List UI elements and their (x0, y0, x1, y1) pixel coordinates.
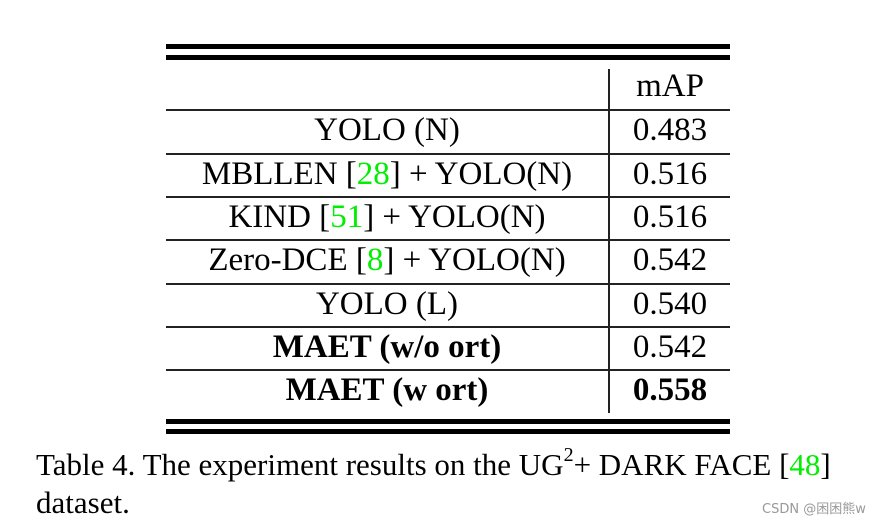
method-text: ] + YOLO(N) (389, 156, 573, 192)
method-text: YOLO (N) (314, 112, 460, 148)
citation-link[interactable]: 28 (356, 156, 390, 192)
caption-text: ] (820, 447, 831, 482)
row-divider (166, 196, 730, 198)
caption-text: + DARK FACE [ (573, 447, 790, 482)
map-value-best: 0.558 (632, 372, 708, 408)
watermark: CSDN @困困熊w (762, 502, 866, 517)
map-value: 0.483 (632, 112, 708, 148)
caption-superscript: 2 (563, 444, 574, 466)
bottom-rule-2 (166, 429, 730, 434)
method-text: YOLO (L) (315, 286, 459, 322)
column-divider (608, 69, 610, 413)
method-text: KIND [ (228, 199, 331, 235)
method-cell: MBLLEN [28] + YOLO(N) (166, 153, 608, 196)
header-divider (166, 109, 730, 111)
caption-text: dataset. (36, 485, 130, 520)
row-divider (166, 239, 730, 241)
method-text: MBLLEN [ (201, 156, 357, 192)
map-value: 0.542 (632, 329, 708, 365)
header-method (166, 67, 608, 110)
row-divider (166, 153, 730, 155)
map-value: 0.516 (632, 156, 708, 192)
row-divider (166, 283, 730, 285)
caption-text: Table 4. The experiment results on the U… (36, 447, 564, 482)
top-rule-1 (166, 44, 730, 49)
method-cell: YOLO (L) (166, 283, 608, 326)
method-text: ] + YOLO(N) (363, 199, 546, 235)
citation-link[interactable]: 8 (366, 242, 384, 278)
row-divider (166, 369, 730, 371)
method-cell: Zero-DCE [8] + YOLO(N) (166, 239, 608, 282)
map-value: 0.540 (632, 286, 708, 322)
bottom-rule-1 (166, 419, 730, 424)
method-text: Zero-DCE [ (208, 242, 367, 278)
method-text: MAET (w ort) (285, 372, 489, 408)
method-cell: MAET (w ort) (166, 369, 608, 412)
row-divider (166, 326, 730, 328)
method-text: ] + YOLO(N) (383, 242, 566, 278)
citation-link[interactable]: 48 (789, 447, 821, 482)
method-cell: MAET (w/o ort) (166, 326, 608, 369)
top-rule-2 (166, 55, 730, 60)
map-value: 0.542 (632, 242, 708, 278)
map-value: 0.516 (632, 199, 708, 235)
header-metric: mAP (636, 68, 704, 104)
method-cell: KIND [51] + YOLO(N) (166, 196, 608, 239)
method-text: MAET (w/o ort) (272, 329, 502, 365)
citation-link[interactable]: 51 (330, 199, 364, 235)
table-caption: Table 4. The experiment results on the U… (36, 436, 876, 522)
method-cell: YOLO (N) (166, 109, 608, 152)
